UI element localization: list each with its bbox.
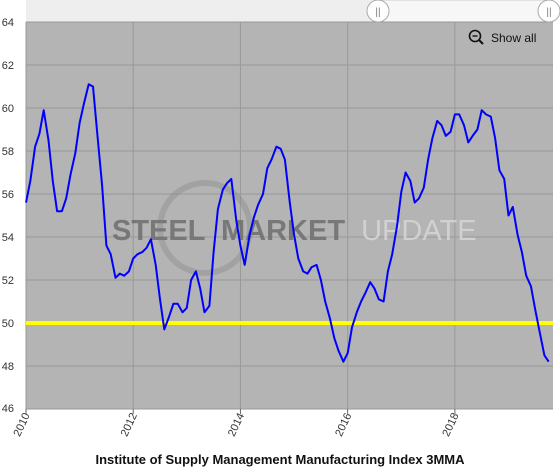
x-tick-label: 2014: [226, 411, 247, 438]
watermark-logo: STEEL MARKET UPDATE: [112, 180, 477, 276]
x-axis: 2010 2012 2014 2016 2018: [11, 409, 462, 438]
navigator-handle-right[interactable]: ||: [537, 0, 560, 23]
watermark-steel: STEEL: [112, 215, 205, 247]
navigator-handle-left-grip: ||: [375, 7, 380, 18]
x-tick-label: 2018: [440, 411, 461, 438]
watermark-update: UPDATE: [361, 215, 476, 247]
x-tick-label: 2016: [333, 411, 354, 438]
y-tick-label: 54: [2, 232, 14, 244]
chart: STEEL MARKET UPDATE 46 48 50 52 54 56 58 60 62 64…: [2, 0, 560, 438]
svg-text:STEEL MARKET UPDAT: STEEL MARKET UPDATE: [112, 215, 477, 247]
watermark-swoosh: [157, 180, 253, 276]
y-tick-label: 52: [2, 275, 14, 287]
series-line-ism-3mma: [25, 83, 550, 363]
chart-caption: Institute of Supply Management Manufactu…: [95, 452, 465, 467]
show-all-label: Show all: [491, 31, 536, 45]
y-tick-label: 56: [2, 189, 14, 201]
watermark-market: MARKET: [221, 215, 345, 247]
zoom-out-icon: [468, 29, 484, 45]
navigator-selection[interactable]: [375, 0, 552, 23]
y-tick-label: 64: [2, 17, 14, 29]
y-tick-label: 62: [2, 60, 14, 72]
x-tick-label: 2010: [11, 411, 32, 438]
show-all-button[interactable]: Show all: [462, 26, 546, 48]
y-tick-label: 50: [2, 318, 14, 330]
y-tick-label: 58: [2, 146, 14, 158]
y-tick-label: 48: [2, 361, 14, 373]
y-tick-label: 60: [2, 103, 14, 115]
y-tick-label: 46: [2, 403, 14, 415]
navigator-handle-right-grip: ||: [546, 7, 551, 18]
y-axis: 46 48 50 52 54 56 58 60 62 64: [2, 17, 14, 415]
navigator-handle-left[interactable]: ||: [366, 0, 390, 23]
plot-area: [26, 22, 553, 409]
x-tick-label: 2012: [119, 411, 140, 438]
